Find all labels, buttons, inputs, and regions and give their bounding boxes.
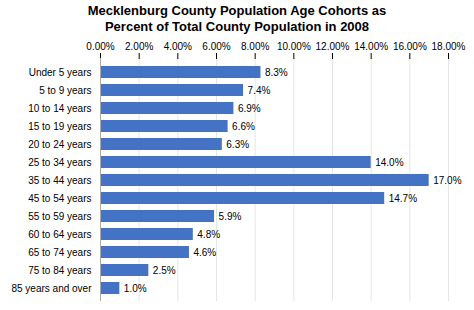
svg-text:Under 5 years: Under 5 years xyxy=(29,67,92,78)
svg-text:45 to 54 years: 45 to 54 years xyxy=(28,193,91,204)
svg-text:17.0%: 17.0% xyxy=(433,175,461,186)
svg-text:25 to 34 years: 25 to 34 years xyxy=(28,157,91,168)
svg-text:5.9%: 5.9% xyxy=(219,211,242,222)
svg-text:12.00%: 12.00% xyxy=(316,41,350,52)
svg-text:14.0%: 14.0% xyxy=(375,157,403,168)
svg-text:60 to 64 years: 60 to 64 years xyxy=(28,229,91,240)
svg-text:5 to 9 years: 5 to 9 years xyxy=(39,85,91,96)
svg-text:75 to 84 years: 75 to 84 years xyxy=(28,265,91,276)
svg-text:6.6%: 6.6% xyxy=(232,121,255,132)
svg-text:55 to 59 years: 55 to 59 years xyxy=(28,211,91,222)
svg-text:8.3%: 8.3% xyxy=(265,67,288,78)
svg-text:7.4%: 7.4% xyxy=(248,85,271,96)
svg-text:0.00%: 0.00% xyxy=(86,41,114,52)
svg-text:4.8%: 4.8% xyxy=(197,229,220,240)
svg-text:10.00%: 10.00% xyxy=(277,41,311,52)
svg-text:14.00%: 14.00% xyxy=(354,41,388,52)
html-text:Mecklenburg County Population: Mecklenburg County Population Age Cohort… xyxy=(87,3,387,34)
svg-text:6.3%: 6.3% xyxy=(226,139,249,150)
svg-text:2.00%: 2.00% xyxy=(125,41,153,52)
svg-text:6.9%: 6.9% xyxy=(238,103,261,114)
svg-text:6.00%: 6.00% xyxy=(202,41,230,52)
svg-text:18.00%: 18.00% xyxy=(432,41,466,52)
svg-text:15 to 19 years: 15 to 19 years xyxy=(28,121,91,132)
svg-text:20 to 24 years: 20 to 24 years xyxy=(28,139,91,150)
svg-text:85 years and over: 85 years and over xyxy=(11,283,92,294)
svg-text:14.7%: 14.7% xyxy=(389,193,417,204)
svg-text:16.00%: 16.00% xyxy=(393,41,427,52)
svg-text:8.00%: 8.00% xyxy=(241,41,269,52)
svg-text:4.6%: 4.6% xyxy=(193,247,216,258)
svg-text:1.0%: 1.0% xyxy=(124,283,147,294)
svg-text:4.00%: 4.00% xyxy=(164,41,192,52)
svg-text:2.5%: 2.5% xyxy=(153,265,176,276)
svg-text:35 to 44 years: 35 to 44 years xyxy=(28,175,91,186)
svg-text:10 to 14 years: 10 to 14 years xyxy=(28,103,91,114)
svg-text:65 to 74 years: 65 to 74 years xyxy=(28,247,91,258)
